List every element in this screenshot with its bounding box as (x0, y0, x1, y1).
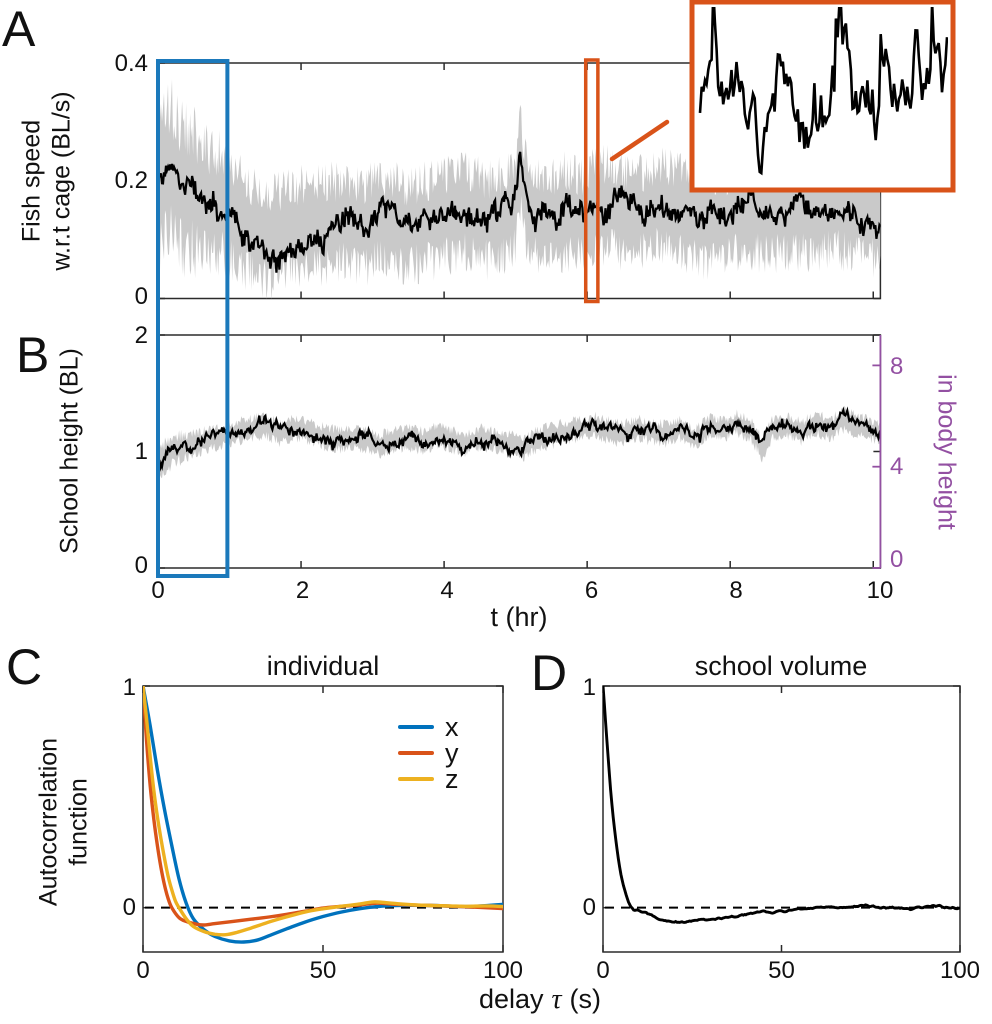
time-xtick-0: 0 (151, 577, 165, 604)
panel-d-xtick-100: 100 (939, 957, 981, 984)
acf-curve-D (603, 686, 960, 924)
legend-row-z: z (398, 763, 459, 794)
highlight-box-inset-source (583, 58, 600, 304)
highlight-annotations (156, 58, 670, 578)
panel-label-b: B (16, 327, 50, 383)
panel-b-plot (157, 334, 882, 569)
legend-line-x-icon (398, 725, 434, 729)
legend-line-z-icon (398, 777, 434, 781)
panel-c-title: individual (266, 651, 380, 681)
zoom-inset (689, 0, 956, 193)
legend-label-z: z (445, 763, 459, 794)
panel-b-ytick-0: 0 (134, 552, 148, 579)
panel-a-ylabel-line2: w.r.t cage (BL/s) (47, 91, 75, 271)
time-xtick-10: 10 (866, 577, 894, 604)
legend-row-x: x (398, 711, 459, 742)
panel-a-ylabel-line1: Fish speed (17, 119, 46, 243)
panel-c-ylabel-line2: function (64, 778, 92, 866)
panel-c-ytick-0: 0 (122, 894, 136, 921)
panel-c-ytick-1: 1 (122, 674, 136, 701)
delay-label-tau-symbol: τ (551, 984, 562, 1015)
panel-b-right-ytick-8: 8 (890, 353, 904, 380)
legend-line-y-icon (398, 751, 434, 755)
delay-label-word: delay (478, 984, 544, 1014)
inset-magnified-trace (698, 7, 948, 176)
panel-c-xtick-100: 100 (482, 957, 524, 984)
time-xtick-4: 4 (440, 577, 454, 604)
inset-frame (689, 0, 956, 193)
mean-trace (158, 151, 881, 273)
time-xtick-8: 8 (729, 577, 743, 604)
acf-curve-z (143, 686, 503, 937)
time-axis-label: t (hr) (490, 602, 548, 632)
panel-d-plot (602, 685, 961, 953)
legend-row-y: y (398, 737, 459, 768)
std-band (158, 405, 881, 488)
panel-c-xtick-50: 50 (309, 957, 337, 984)
panel-b-right-ytick-4: 4 (890, 453, 904, 480)
panel-d-xtick-50: 50 (768, 957, 795, 984)
panel-d-ytick-1: 1 (582, 674, 596, 701)
legend-label-y: y (445, 737, 459, 768)
highlight-box-first-hour (156, 59, 230, 578)
panel-label-d: D (531, 645, 568, 701)
panel-c-xtick-0: 0 (136, 957, 150, 984)
panel-d-title: school volume (694, 651, 868, 681)
panel-b-right-ylabel: in body height (932, 374, 961, 530)
panel-b-right-ytick-0: 0 (890, 546, 904, 573)
panel-label-a: A (2, 1, 36, 57)
panel-d-xtick-0: 0 (596, 957, 610, 984)
panel-label-c: C (6, 639, 43, 695)
legend-label-x: x (445, 711, 459, 742)
time-xtick-2: 2 (295, 577, 310, 604)
panel-a-ytick-02: 0.2 (114, 166, 148, 194)
panel-b-ytick-2: 2 (134, 322, 148, 349)
panel-b-ytick-1: 1 (134, 437, 148, 465)
panel-c-ylabel-line1: Autocorrelation (34, 737, 63, 907)
panel-b-ylabel: School height (BL) (55, 348, 84, 554)
std-band (158, 79, 881, 299)
delay-axis-label: delay τ (s) (479, 984, 601, 1016)
mean-trace (158, 406, 881, 474)
panel-c-plot (142, 685, 504, 953)
panel-a-ytick-04: 0.4 (114, 50, 148, 77)
panel-c-ylabel: Autocorrelation function (35, 738, 94, 906)
panel-d-ytick-0: 0 (582, 894, 596, 921)
panel-c-legend: x y z (398, 711, 459, 794)
panel-a-ytick-0: 0 (134, 283, 148, 310)
acf-curve-x (143, 686, 503, 944)
panel-a-ylabel: Fish speed w.r.t cage (BL/s) (18, 91, 77, 270)
time-xtick-6: 6 (584, 577, 599, 604)
inset-callout-line (609, 119, 670, 162)
delay-label-units: (s) (569, 984, 602, 1014)
